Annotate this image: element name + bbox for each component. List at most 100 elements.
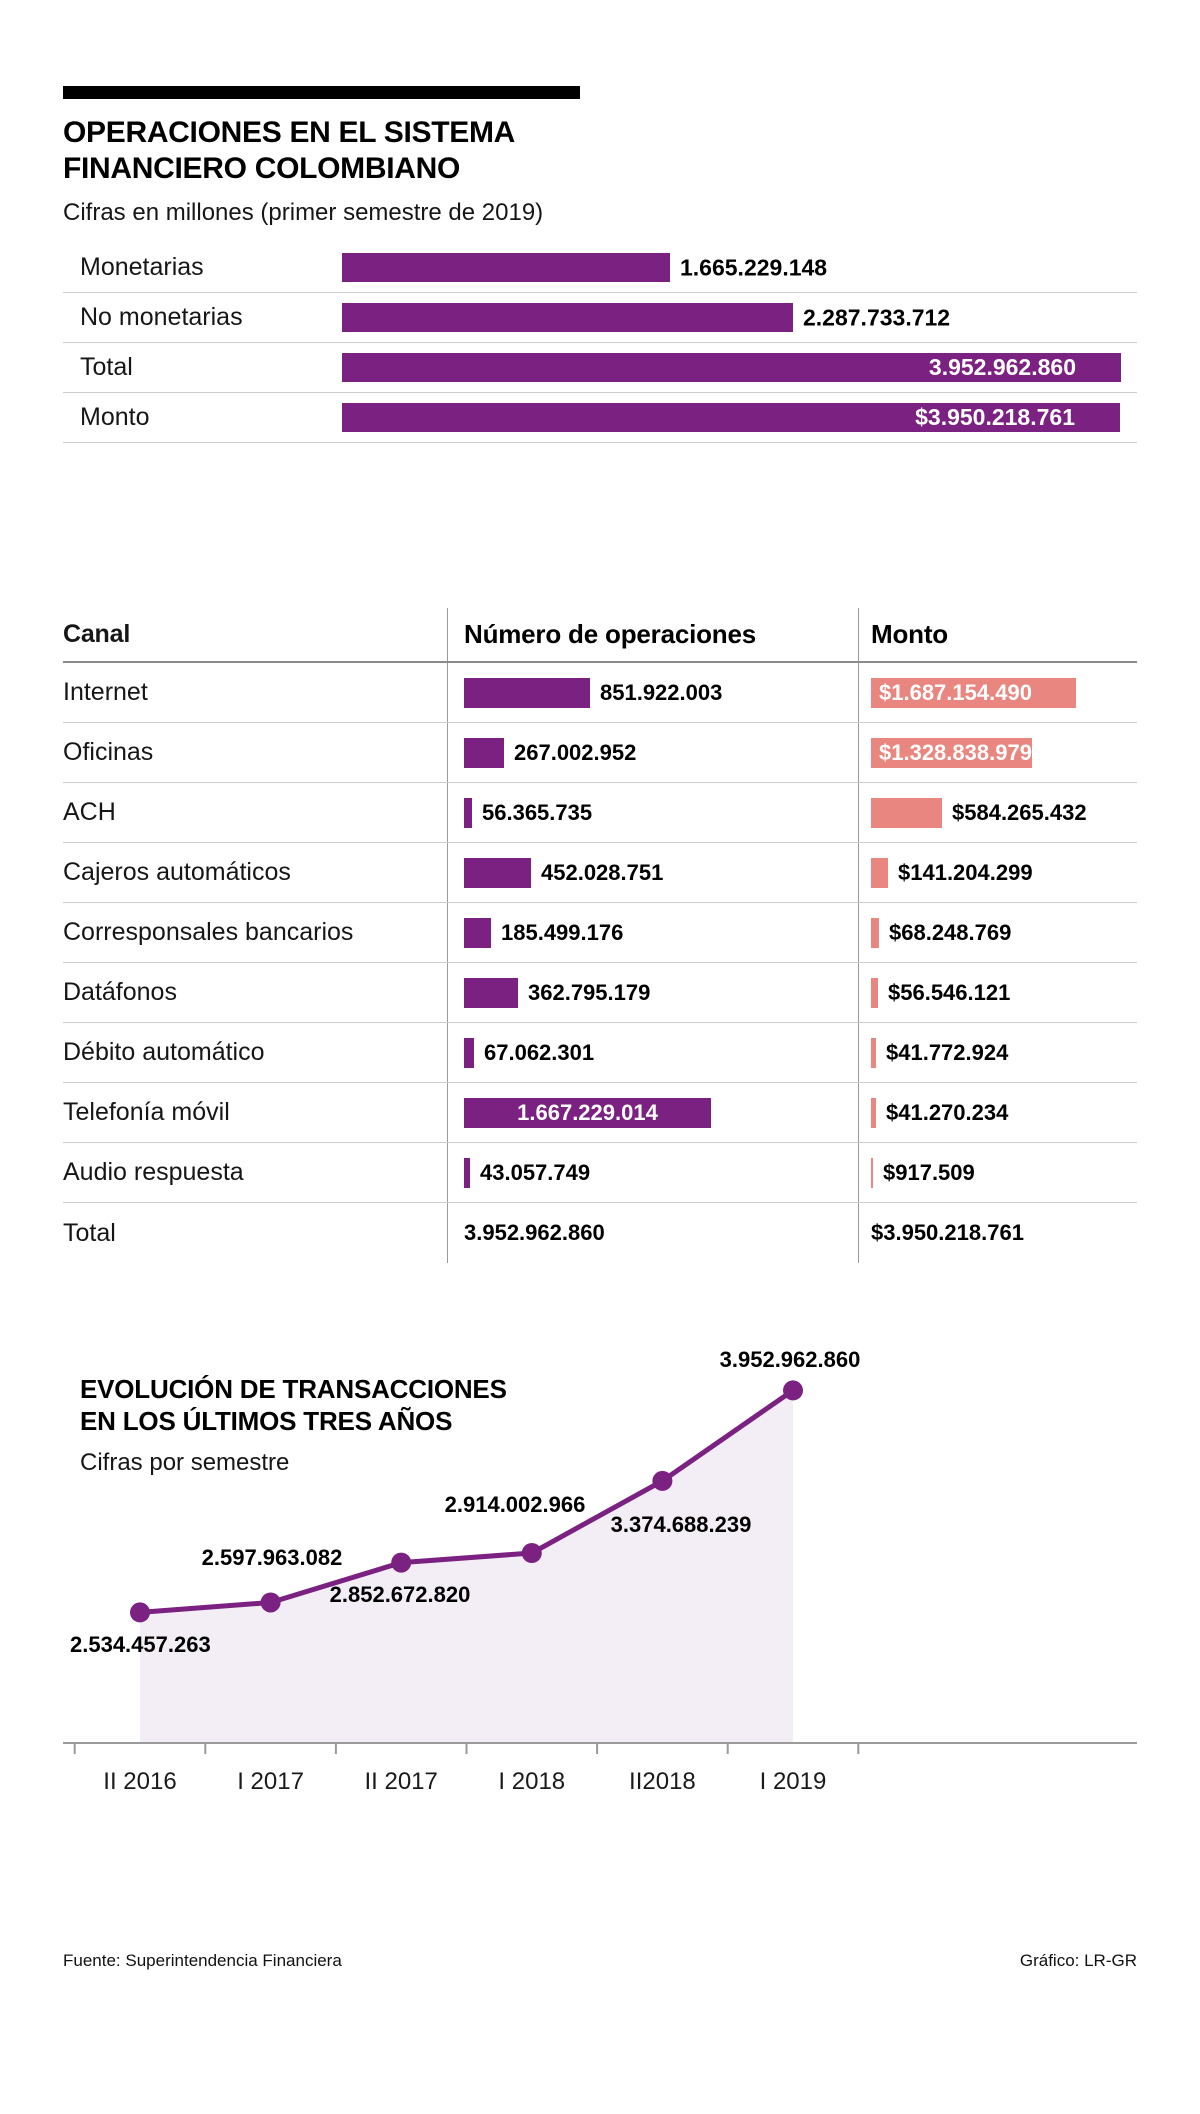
operations-bar-area: 43.057.749: [464, 1157, 858, 1188]
value-bar: [464, 797, 472, 828]
summary-row: Monetarias 1.665.229.148: [63, 243, 1137, 293]
table-row: ACH 56.365.735 $584.265.432: [63, 783, 1137, 843]
operations-bar-area: 67.062.301: [464, 1037, 858, 1068]
evolution-line-chart: 2.534.457.263 2.597.963.082 2.852.672.820 2…: [63, 1347, 1137, 1795]
column-header-operaciones: Número de operaciones: [447, 608, 858, 661]
operations-value-label: 851.922.003: [600, 679, 723, 705]
summary-row: No monetarias 2.287.733.712: [63, 293, 1137, 343]
value-bar: [464, 1037, 474, 1068]
amount-bar: [871, 977, 878, 1008]
operations-bar-area: 267.002.952: [464, 737, 858, 768]
channels-table-body: Internet 851.922.003 $1.687.154.490$1.687.…: [63, 663, 1137, 1263]
x-axis-label: I 2019: [760, 1768, 827, 1795]
operations-cell: 67.062.301: [447, 1023, 858, 1082]
summary-bar-area: 2.287.733.712: [342, 303, 1137, 332]
x-axis-label: I 2018: [498, 1768, 565, 1795]
table-row: Telefonía móvil 1.667.229.014 $41.270.234: [63, 1083, 1137, 1143]
operations-value-label: 452.028.751: [541, 859, 664, 885]
value-bar: 1.667.229.014: [464, 1097, 711, 1128]
operations-cell: 1.667.229.014: [447, 1083, 858, 1142]
page-title-line2: FINANCIERO COLOMBIANO: [63, 152, 461, 185]
channel-name: Internet: [63, 678, 148, 706]
evolution-header: EVOLUCIÓN DE TRANSACCIONES EN LOS ÚLTIMO…: [80, 1373, 507, 1477]
amount-bar: [871, 1157, 873, 1188]
operations-cell: 43.057.749: [447, 1143, 858, 1202]
amount-bar-area: $141.204.299: [871, 857, 1137, 888]
amount-cell: $141.204.299: [858, 843, 1137, 902]
value-bar: 3.952.962.860: [342, 353, 1121, 382]
data-point-label: 2.852.672.820: [330, 1582, 471, 1607]
channel-name: Corresponsales bancarios: [63, 918, 354, 946]
data-point-label: 3.952.962.860: [720, 1347, 861, 1372]
amount-cell: $917.509: [858, 1143, 1137, 1202]
table-row: Internet 851.922.003 $1.687.154.490$1.687.…: [63, 663, 1137, 723]
amount-cell: $1.687.154.490$1.687.154.490: [858, 663, 1137, 722]
summary-bar-area: 1.665.229.148: [342, 253, 1137, 282]
amount-bar: $1.328.838.979: [871, 737, 1032, 768]
operations-value-label: 1.667.229.014: [517, 1099, 658, 1125]
amount-value-label: $56.546.121: [888, 979, 1011, 1005]
operations-cell: 3.952.962.860: [447, 1203, 858, 1263]
evolution-subtitle: Cifras por semestre: [80, 1449, 290, 1476]
summary-value-label: 3.952.962.860: [928, 354, 1076, 380]
value-bar: [464, 677, 590, 708]
operations-cell: 185.499.176: [447, 903, 858, 962]
amount-bar-area: $41.772.924: [871, 1037, 1137, 1068]
amount-cell: $3.950.218.761: [858, 1203, 1137, 1263]
source-credit: Fuente: Superintendencia Financiera: [63, 1951, 342, 1970]
table-row: Datáfonos 362.795.179 $56.546.121: [63, 963, 1137, 1023]
operations-value-label: 67.062.301: [484, 1039, 595, 1065]
channels-table: Canal Número de operaciones Monto Intern…: [63, 608, 1137, 1263]
value-bar: [342, 303, 793, 332]
amount-value-label: $1.687.154.490: [879, 679, 1032, 705]
category-label: Monetarias: [80, 253, 204, 281]
amount-bar: $1.687.154.490: [871, 677, 1076, 708]
total-amount-value: $3.950.218.761: [871, 1220, 1024, 1245]
operations-value-label: 267.002.952: [514, 739, 637, 765]
summary-row: Monto $3.950.218.761: [63, 393, 1137, 443]
evolution-section: EVOLUCIÓN DE TRANSACCIONES EN LOS ÚLTIMO…: [63, 1321, 1137, 1821]
channel-name: Total: [63, 1218, 116, 1247]
amount-cell: $56.546.121: [858, 963, 1137, 1022]
summary-value-label: $3.950.218.761: [915, 404, 1075, 430]
amount-bar-area: $56.546.121: [871, 977, 1137, 1008]
amount-cell: $41.270.234: [858, 1083, 1137, 1142]
table-row: Oficinas 267.002.952 $1.328.838.979$1.328.…: [63, 723, 1137, 783]
category-label: Monto: [80, 403, 150, 431]
table-row: Cajeros automáticos 452.028.751 $141.204.2…: [63, 843, 1137, 903]
amount-value-label: $917.509: [883, 1159, 975, 1185]
operations-bar-area: 185.499.176: [464, 917, 858, 948]
x-axis-label: II 2017: [364, 1768, 437, 1795]
x-axis-label: I 2017: [237, 1768, 304, 1795]
operations-value-label: 56.365.735: [482, 799, 593, 825]
operations-bar-area: 1.667.229.014: [464, 1097, 858, 1128]
evolution-title-line1: EVOLUCIÓN DE TRANSACCIONES: [80, 1374, 507, 1404]
table-total-row: Total 3.952.962.860 $3.950.218.761: [63, 1203, 1137, 1263]
evolution-title-line2: EN LOS ÚLTIMOS TRES AÑOS: [80, 1406, 453, 1436]
data-point: [260, 1592, 281, 1613]
operations-value-label: 43.057.749: [480, 1159, 591, 1185]
summary-row: Total 3.952.962.860: [63, 343, 1137, 393]
table-row: Débito automático 67.062.301 $41.772.924: [63, 1023, 1137, 1083]
category-label: No monetarias: [80, 303, 243, 331]
x-axis-label: II2018: [629, 1768, 696, 1795]
amount-bar: [871, 1037, 876, 1068]
value-bar: [464, 1157, 470, 1188]
data-point-label: 2.534.457.263: [70, 1632, 211, 1657]
channel-name: Datáfonos: [63, 978, 177, 1006]
amount-cell: $68.248.769: [858, 903, 1137, 962]
amount-bar: [871, 797, 942, 828]
amount-value-label: $1.328.838.979: [879, 739, 1032, 765]
operations-cell: 56.365.735: [447, 783, 858, 842]
operations-bar-area: 362.795.179: [464, 977, 858, 1008]
amount-bar-area: $917.509: [871, 1157, 1137, 1188]
amount-bar: [871, 1097, 876, 1128]
value-bar: [464, 857, 531, 888]
amount-bar-area: $1.687.154.490$1.687.154.490: [871, 677, 1137, 708]
summary-value-label: 2.287.733.712: [803, 304, 951, 330]
table-header-row: Canal Número de operaciones Monto: [63, 608, 1137, 663]
amount-cell: $584.265.432: [858, 783, 1137, 842]
data-point: [652, 1470, 673, 1491]
amount-bar-area: $41.270.234: [871, 1097, 1137, 1128]
data-point-label: 2.597.963.082: [202, 1545, 343, 1570]
